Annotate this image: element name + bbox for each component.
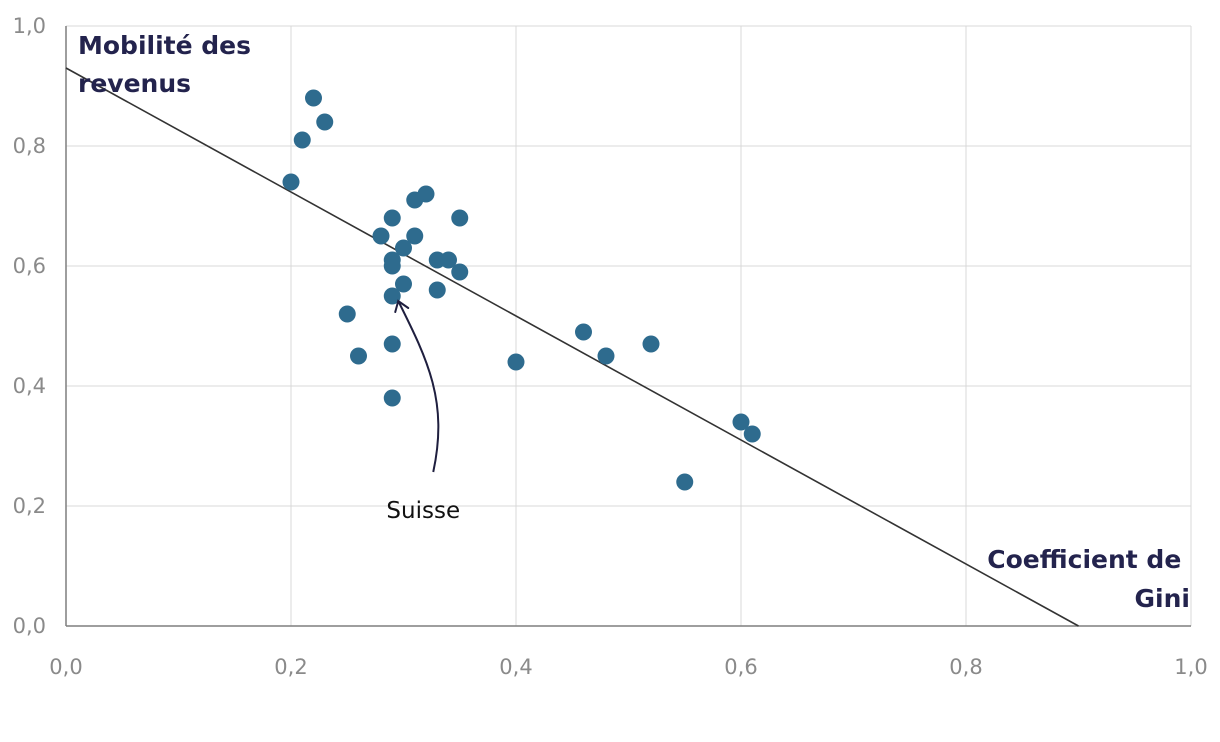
- tick-labels: 0,0 0,2 0,4 0,6 0,8 1,0 0,0 0,2 0,4 0,6 0,8 1,0: [13, 14, 1208, 679]
- x-tick-label: 0,8: [949, 655, 982, 679]
- trendline: [65, 67, 1079, 627]
- annotation-arrow: [397, 300, 440, 473]
- x-tick-label: 0,0: [49, 655, 82, 679]
- y-tick-label: 1,0: [13, 14, 46, 38]
- x-axis-label-line-1: Coefficient de: [987, 545, 1181, 574]
- x-axis-label: Coefficient de Gini: [987, 545, 1190, 613]
- data-point: [395, 275, 412, 293]
- data-point: [305, 89, 322, 107]
- data-point: [575, 323, 592, 341]
- data-point: [383, 257, 401, 275]
- y-tick-label: 0,0: [13, 614, 46, 638]
- data-point: [451, 209, 469, 227]
- x-tick-label: 0,4: [499, 655, 532, 679]
- y-axis-label: Mobilité des revenus: [78, 31, 260, 98]
- grid: [66, 25, 1192, 626]
- data-point: [743, 425, 761, 443]
- data-point: [383, 389, 401, 407]
- y-tick-label: 0,2: [13, 494, 46, 518]
- data-point: [642, 335, 660, 353]
- y-axis-label-line-1: Mobilité des: [78, 31, 251, 60]
- x-tick-label: 0,2: [274, 655, 307, 679]
- data-point: [316, 113, 334, 131]
- x-tick-label: 1,0: [1174, 655, 1207, 679]
- y-tick-label: 0,8: [13, 134, 46, 158]
- data-point: [383, 335, 401, 353]
- data-point: [406, 227, 424, 245]
- data-point: [440, 251, 457, 269]
- axes: [65, 26, 1191, 627]
- data-point: [732, 413, 750, 431]
- data-point: [428, 281, 446, 299]
- data-point: [293, 131, 311, 149]
- data-point: [507, 353, 525, 371]
- data-point: [338, 305, 356, 323]
- data-point: [406, 191, 424, 209]
- data-point: [597, 347, 615, 365]
- y-tick-label: 0,4: [13, 374, 46, 398]
- data-point: [350, 347, 367, 365]
- trendline-group: [65, 67, 1079, 627]
- y-axis-label-line-2: revenus: [78, 69, 191, 98]
- annotation-arrowhead: [394, 299, 410, 313]
- data-point: [282, 173, 300, 191]
- annotations: Suisse: [386, 299, 460, 524]
- data-points: [282, 89, 761, 491]
- data-point: [676, 473, 694, 491]
- annotation-label: Suisse: [386, 498, 460, 524]
- data-point: [451, 263, 469, 281]
- data-point: [372, 227, 390, 245]
- data-point: [395, 239, 412, 257]
- data-point: [383, 209, 401, 227]
- y-tick-label: 0,6: [13, 254, 46, 278]
- data-point: [383, 287, 401, 305]
- x-tick-label: 0,6: [724, 655, 757, 679]
- x-axis-label-line-2: Gini: [1135, 584, 1190, 613]
